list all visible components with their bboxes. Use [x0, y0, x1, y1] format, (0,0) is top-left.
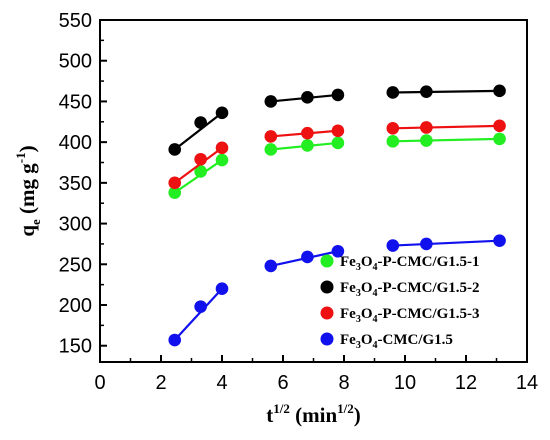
series-group	[168, 119, 506, 190]
y-axis-title: qe (mg g-1)	[13, 145, 43, 236]
x-tick-label: 0	[94, 372, 105, 394]
y-tick-label: 350	[59, 173, 92, 195]
data-point	[331, 136, 345, 150]
data-point	[493, 234, 506, 247]
data-point	[264, 130, 278, 143]
y-tick-label: 450	[59, 91, 92, 113]
data-point	[386, 239, 400, 252]
data-point	[264, 95, 278, 108]
data-point	[264, 143, 278, 156]
y-axis: 150 200 250 300 350 400 450 500 550	[59, 10, 107, 358]
data-point	[301, 91, 314, 104]
data-point	[386, 135, 400, 148]
data-point	[168, 143, 182, 156]
data-point	[420, 237, 433, 251]
x-tick-label: 2	[155, 372, 166, 394]
fit-line	[174, 146, 223, 184]
x-axis: 0 2 4 6 8 10 12 14	[94, 355, 538, 394]
data-point	[194, 116, 207, 129]
legend: Fe3O4-P-CMC/G1.5-1 Fe3O4-P-CMC/G1.5-2 Fe3O…	[320, 254, 480, 351]
y-tick-label: 200	[59, 295, 92, 317]
data-point	[194, 300, 207, 313]
data-point	[420, 85, 433, 98]
data-point	[215, 282, 229, 296]
series-layer	[168, 84, 506, 347]
legend-label: Fe3O4-P-CMC/G1.5-3	[340, 306, 480, 325]
legend-marker	[320, 280, 334, 294]
data-point	[493, 119, 506, 133]
fit-line	[392, 137, 500, 143]
data-point	[386, 86, 400, 99]
data-point	[386, 122, 400, 135]
fit-line	[392, 89, 500, 94]
legend-label: Fe3O4-P-CMC/G1.5-1	[340, 254, 480, 273]
fit-line	[174, 111, 223, 151]
fit-line	[173, 287, 223, 341]
data-point	[168, 333, 182, 347]
data-point	[215, 153, 229, 167]
data-point	[420, 134, 433, 147]
data-point	[168, 176, 182, 190]
y-tick-label: 300	[59, 214, 92, 236]
data-point	[301, 250, 314, 264]
data-point	[194, 152, 207, 166]
data-point	[215, 141, 229, 155]
y-tick-label: 550	[59, 10, 92, 32]
y-tick-label: 400	[59, 132, 92, 154]
fit-line	[392, 239, 500, 247]
data-point	[493, 84, 506, 98]
x-tick-label: 6	[277, 372, 288, 394]
x-tick-label: 4	[216, 372, 227, 394]
data-point	[301, 126, 314, 140]
series-group	[168, 132, 506, 199]
x-tick-label: 14	[516, 372, 538, 394]
data-point	[301, 139, 314, 152]
legend-marker	[320, 254, 334, 268]
y-tick-label: 150	[59, 336, 92, 358]
fit-line	[392, 124, 500, 130]
legend-label: Fe3O4-P-CMC/G1.5-2	[340, 280, 480, 299]
x-tick-label: 10	[394, 372, 416, 394]
data-point	[331, 88, 345, 102]
y-tick-label: 500	[59, 51, 92, 73]
data-point	[215, 106, 229, 120]
y-tick-label: 250	[59, 254, 92, 276]
data-point	[420, 121, 433, 134]
data-point	[168, 186, 182, 199]
data-point	[331, 124, 345, 138]
x-axis-title: t1/2 (min1/2)	[266, 401, 361, 427]
data-point	[264, 259, 278, 273]
legend-marker	[320, 332, 334, 346]
legend-label: Fe3O4-CMC/G1.5	[340, 332, 453, 351]
data-point	[493, 132, 506, 146]
series-group	[168, 84, 506, 156]
data-point	[194, 165, 207, 178]
x-tick-label: 12	[455, 372, 477, 394]
data-point	[331, 244, 345, 258]
legend-marker	[320, 306, 334, 320]
series-group	[168, 234, 506, 347]
x-tick-label: 8	[338, 372, 349, 394]
